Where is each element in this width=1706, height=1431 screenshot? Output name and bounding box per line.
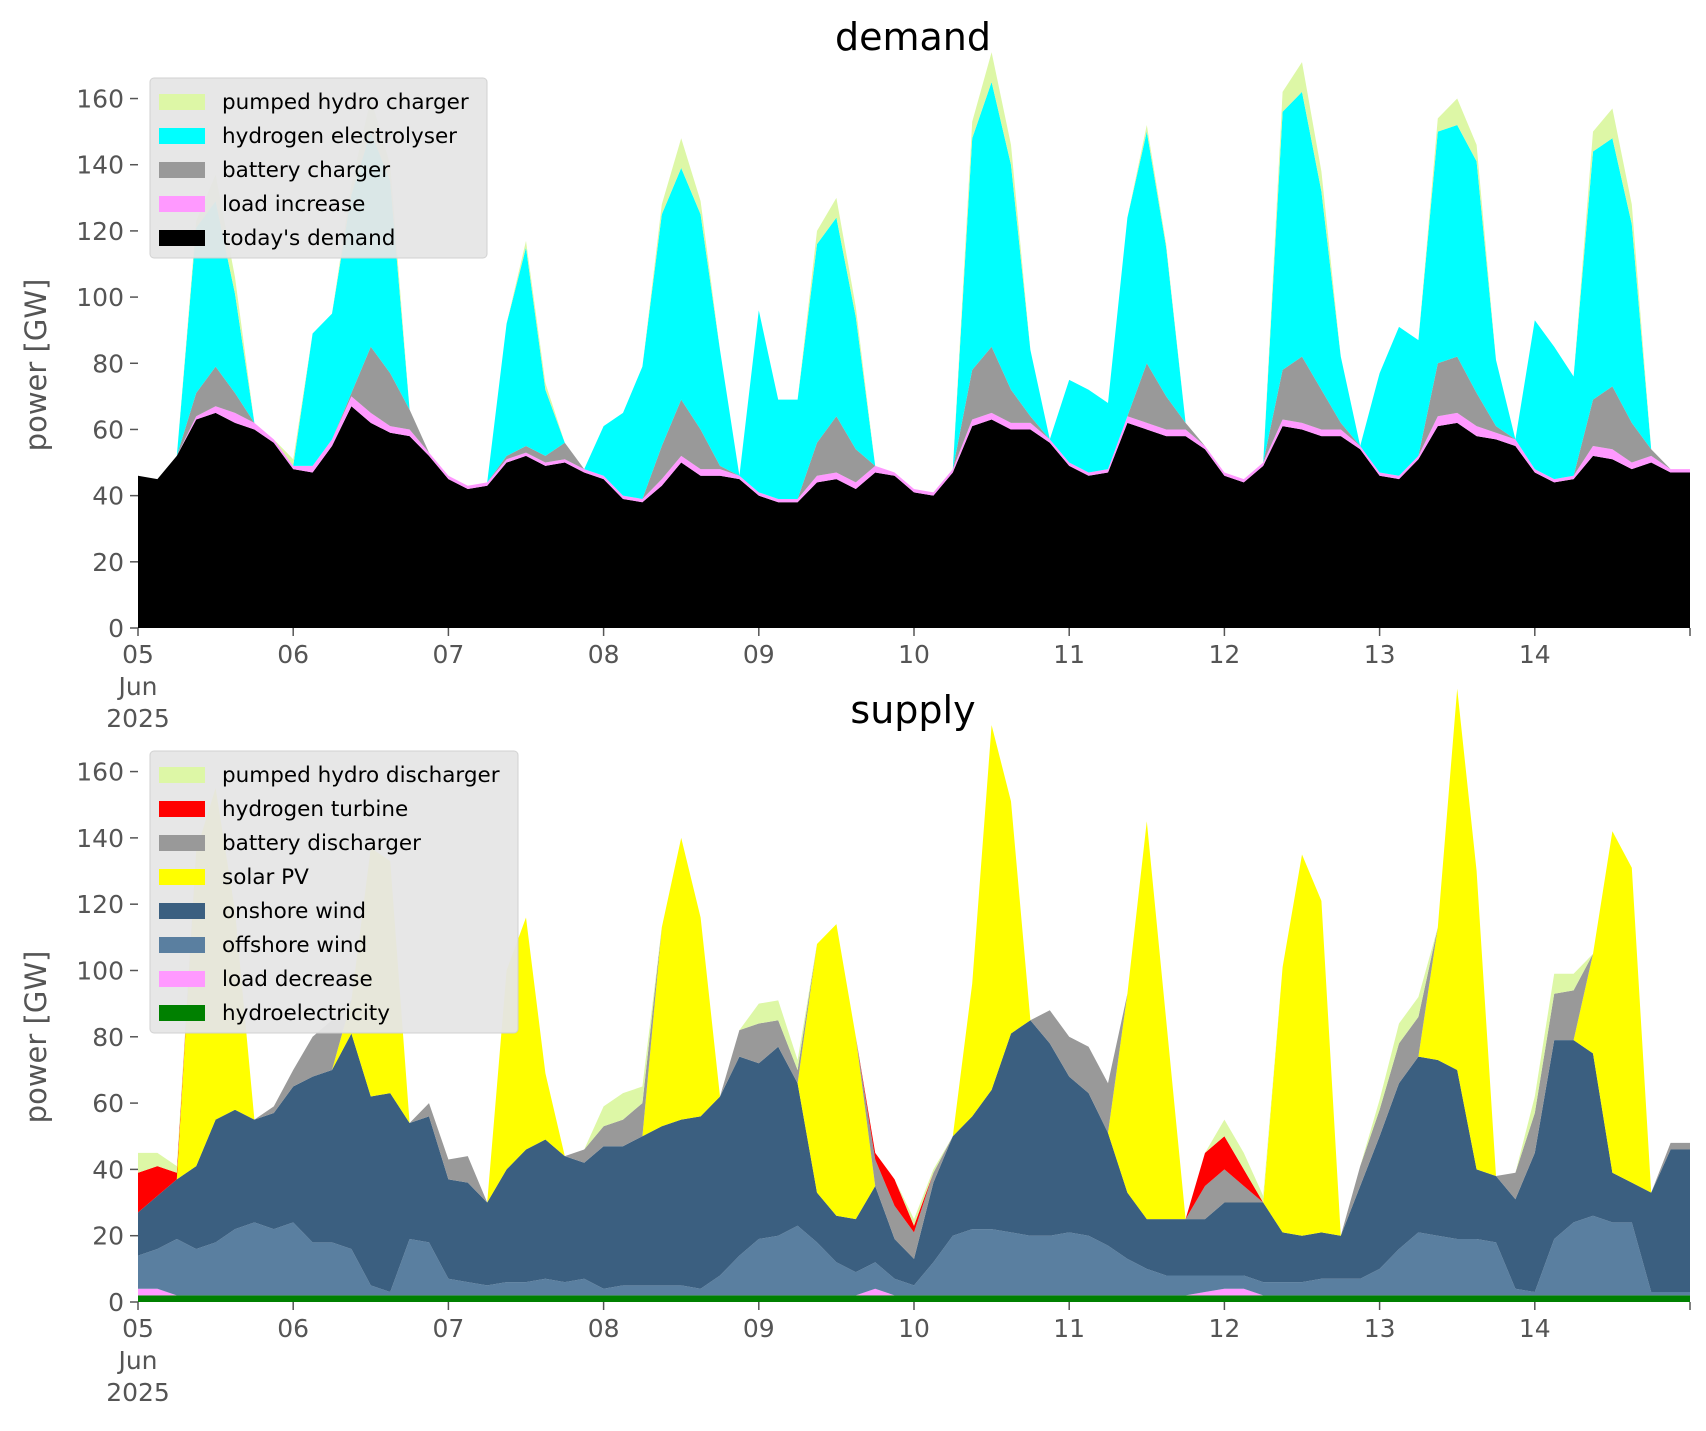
x-tick-label: 05 [122, 640, 154, 669]
demand-title: demand [835, 15, 991, 59]
supply-title: supply [850, 688, 975, 732]
supply-legend: pumped hydro discharger hydrogen turbine b… [149, 750, 519, 1034]
area-offshore-wind [138, 1215, 1690, 1296]
y-tick-label: 140 [76, 824, 124, 853]
supply-areas [138, 688, 1690, 1302]
y-tick-label: 60 [92, 415, 124, 444]
legend-swatch-battery-discharger [159, 835, 205, 851]
legend-swatch-today-s-demand [159, 230, 205, 246]
legend-swatch-onshore-wind [159, 903, 205, 919]
x-tick-label: 10 [898, 1314, 930, 1343]
y-tick-label: 160 [76, 85, 124, 114]
demand-ylabel: power [GW] [19, 279, 53, 452]
y-tick-label: 160 [76, 758, 124, 787]
x-tick-label: 05 [122, 1314, 154, 1343]
x-tick-month: Jun [116, 672, 157, 701]
demand-legend: pumped hydro charger hydrogen electrolyse… [149, 77, 488, 259]
y-tick-label: 0 [108, 614, 124, 643]
legend-label-offshore-wind: offshore wind [222, 933, 367, 958]
legend-box [149, 750, 519, 1034]
x-tick-label: 08 [588, 640, 620, 669]
legend-swatch-hydrogen-turbine [159, 801, 205, 817]
x-tick-label: 12 [1208, 640, 1240, 669]
x-tick-label: 11 [1053, 1314, 1085, 1343]
legend-label-today-s-demand: today's demand [222, 226, 395, 251]
x-tick-label: 11 [1053, 640, 1085, 669]
legend-swatch-load-decrease [159, 971, 205, 987]
y-tick-label: 40 [92, 1155, 124, 1184]
legend-label-load-increase: load increase [222, 192, 365, 217]
x-tick-label: 10 [898, 640, 930, 669]
y-tick-label: 20 [92, 548, 124, 577]
area-solar-pv [138, 688, 1690, 1259]
x-tick-label: 08 [588, 1314, 620, 1343]
y-tick-label: 80 [92, 349, 124, 378]
legend-swatch-offshore-wind [159, 937, 205, 953]
legend-label-battery-discharger: battery discharger [222, 831, 421, 856]
legend-label-hydroelectricity: hydroelectricity [222, 1001, 390, 1026]
legend-swatch-pumped-hydro-discharger [159, 767, 205, 783]
area-battery-charger [138, 346, 1690, 499]
area-onshore-wind [138, 1020, 1690, 1293]
area-hydroelectricity [138, 1295, 1690, 1302]
legend-label-hydrogen-turbine: hydrogen turbine [222, 797, 408, 822]
legend-swatch-pumped-hydro-charger [159, 94, 205, 110]
x-tick-year: 2025 [106, 1378, 170, 1407]
supply-ylabel: power [GW] [19, 951, 53, 1124]
x-tick-label: 06 [277, 1314, 309, 1343]
y-tick-label: 100 [76, 283, 124, 312]
y-tick-label: 60 [92, 1089, 124, 1118]
x-tick-label: 14 [1519, 640, 1551, 669]
legend-swatch-solar-pv [159, 869, 205, 885]
legend-label-pumped-hydro-charger: pumped hydro charger [222, 90, 469, 115]
x-tick-label: 07 [432, 640, 464, 669]
x-tick-label: 09 [743, 1314, 775, 1343]
y-tick-label: 80 [92, 1023, 124, 1052]
legend-swatch-battery-charger [159, 162, 205, 178]
demand-axes: 0 20 40 60 80 100 120 140 160 05 Jun 2025 06 07 08 09 10… [76, 85, 1691, 733]
area-today-s-demand [138, 406, 1690, 628]
legend-label-load-decrease: load decrease [222, 967, 373, 992]
x-tick-label: 13 [1364, 1314, 1396, 1343]
x-tick-month: Jun [116, 1346, 157, 1375]
legend-label-onshore-wind: onshore wind [222, 899, 366, 924]
supply-axes: 0 20 40 60 80 100 120 140 160 05 Jun 2025 06 07 08 09 10… [76, 758, 1691, 1407]
legend-label-pumped-hydro-discharger: pumped hydro discharger [222, 763, 500, 788]
x-tick-label: 06 [277, 640, 309, 669]
x-tick-label: 14 [1519, 1314, 1551, 1343]
y-tick-label: 0 [108, 1288, 124, 1317]
legend-swatch-hydrogen-electrolyser [159, 128, 205, 144]
area-hydrogen-electrolyser [138, 82, 1690, 499]
x-tick-label: 13 [1364, 640, 1396, 669]
y-tick-label: 40 [92, 482, 124, 511]
x-tick-label: 07 [432, 1314, 464, 1343]
legend-swatch-load-increase [159, 196, 205, 212]
x-tick-label: 09 [743, 640, 775, 669]
legend-label-battery-charger: battery charger [222, 158, 390, 183]
legend-label-hydrogen-electrolyser: hydrogen electrolyser [222, 124, 457, 149]
legend-label-solar-pv: solar PV [222, 865, 309, 890]
y-tick-label: 120 [76, 890, 124, 919]
y-tick-label: 120 [76, 217, 124, 246]
x-tick-label: 12 [1208, 1314, 1240, 1343]
legend-box [149, 77, 488, 259]
x-tick-year: 2025 [106, 704, 170, 733]
legend-swatch-hydroelectricity [159, 1005, 205, 1021]
y-tick-label: 20 [92, 1222, 124, 1251]
y-tick-label: 100 [76, 956, 124, 985]
demand-areas [138, 52, 1690, 628]
y-tick-label: 140 [76, 151, 124, 180]
